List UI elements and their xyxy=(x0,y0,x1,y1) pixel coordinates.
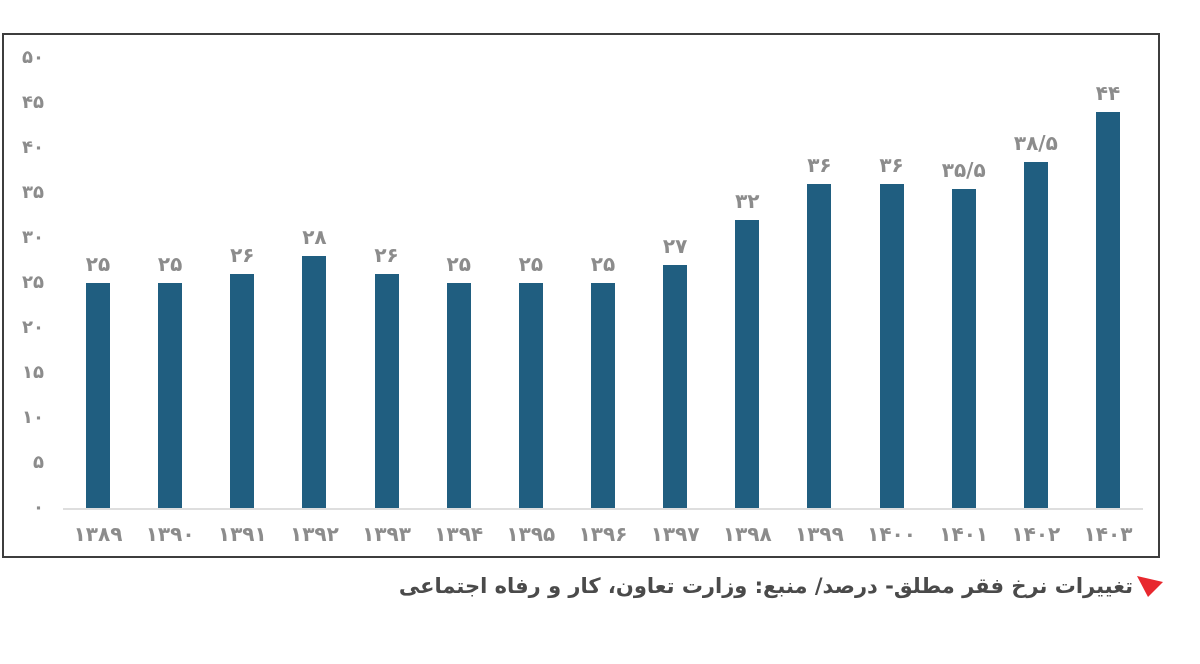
bar-value-label-13: ۳۸/۵ xyxy=(1013,130,1058,155)
x-tick-label-11: ۱۴۰۰ xyxy=(867,522,916,546)
bar-value-label-14: ۴۴ xyxy=(1095,81,1121,105)
x-tick-label-10: ۱۳۹۹ xyxy=(795,522,844,546)
x-tick-label-7: ۱۳۹۶ xyxy=(578,522,628,546)
bar-11 xyxy=(879,184,904,508)
bar-3 xyxy=(302,256,327,508)
x-tick-label-3: ۱۳۹۲ xyxy=(290,522,339,546)
y-tick-label-15: ۱۵ xyxy=(22,362,44,383)
bar-value-label-10: ۳۶ xyxy=(807,153,832,177)
bar-13 xyxy=(1023,161,1048,508)
y-tick-label-50: ۵۰ xyxy=(22,47,44,68)
bar-value-label-5: ۲۵ xyxy=(446,252,471,276)
x-tick-label-8: ۱۳۹۷ xyxy=(650,522,700,546)
bar-0 xyxy=(86,283,110,508)
bar-value-label-9: ۳۲ xyxy=(735,189,760,213)
bar-value-label-11: ۳۶ xyxy=(879,153,904,177)
y-tick-label-10: ۱۰ xyxy=(22,407,44,428)
bar-7 xyxy=(591,283,615,508)
bar-1 xyxy=(158,283,183,508)
bar-value-label-6: ۲۵ xyxy=(518,252,544,276)
caption: تغییرات نرخ فقر مطلق- درصد/ منبع: وزارت … xyxy=(399,569,1164,603)
x-axis-baseline xyxy=(63,508,1143,510)
bar-10 xyxy=(807,184,832,508)
bar-value-label-0: ۲۵ xyxy=(85,252,111,276)
red-triangle-icon xyxy=(1137,576,1163,597)
y-tick-label-5: ۵ xyxy=(33,452,44,473)
bar-value-label-2: ۲۶ xyxy=(230,243,255,267)
y-tick-label-25: ۲۵ xyxy=(22,272,44,293)
x-tick-label-2: ۱۳۹۱ xyxy=(217,522,267,546)
bar-8 xyxy=(663,265,688,508)
bar-9 xyxy=(735,220,760,508)
x-tick-label-0: ۱۳۸۹ xyxy=(73,522,123,546)
bar-value-label-1: ۲۵ xyxy=(157,252,183,276)
bar-value-label-12: ۳۵/۵ xyxy=(941,157,986,182)
bar-4 xyxy=(374,274,399,508)
bar-value-label-8: ۲۷ xyxy=(662,234,688,258)
x-tick-label-5: ۱۳۹۴ xyxy=(434,522,484,546)
plot-area: ۲۵ ۲۵ ۲۶ ۲۸ ۲۶ ۲۵ ۲۵ ۲۵ ۲۷ ۳۲ ۳۶ ۳۶ ۳۵/۵ ۳۸/۵ ۴۴ xyxy=(63,58,1143,508)
x-tick-label-6: ۱۳۹۵ xyxy=(506,522,556,546)
chart-frame: ۵۰ ۴۵ ۴۰ ۳۵ ۳۰ ۲۵ ۲۰ ۱۵ ۱۰ ۵ ۰ ۲۵ ۲۵ ۲۶ ۲۸ ۲۶ ۲۵ ۲۵ ۲۵ ۲۷ ۳… xyxy=(2,33,1160,558)
x-tick-label-12: ۱۴۰۱ xyxy=(939,522,989,546)
y-tick-label-35: ۳۵ xyxy=(22,182,44,203)
y-tick-label-40: ۴۰ xyxy=(22,137,44,158)
bar-value-label-7: ۲۵ xyxy=(590,252,616,276)
bar-value-label-4: ۲۶ xyxy=(374,243,399,267)
y-tick-label-45: ۴۵ xyxy=(22,92,44,113)
x-tick-label-13: ۱۴۰۲ xyxy=(1011,522,1061,546)
y-tick-label-20: ۲۰ xyxy=(22,317,44,338)
y-tick-label-0: ۰ xyxy=(33,497,44,518)
bar-2 xyxy=(230,274,255,508)
bar-14 xyxy=(1096,112,1120,508)
x-tick-label-1: ۱۳۹۰ xyxy=(145,522,195,546)
x-tick-label-14: ۱۴۰۳ xyxy=(1083,522,1133,546)
bar-value-label-3: ۲۸ xyxy=(302,225,327,249)
caption-text: تغییرات نرخ فقر مطلق- درصد/ منبع: وزارت … xyxy=(398,574,1133,598)
bar-6 xyxy=(518,283,543,508)
bar-12 xyxy=(951,188,976,508)
x-axis: ۱۳۸۹ ۱۳۹۰ ۱۳۹۱ ۱۳۹۲ ۱۳۹۳ ۱۳۹۴ ۱۳۹۵ ۱۳۹۶ ۱۳۹۷ ۱۳۹۸… xyxy=(63,522,1143,556)
bar-5 xyxy=(446,283,471,508)
x-tick-label-9: ۱۳۹۸ xyxy=(722,522,772,546)
x-tick-label-4: ۱۳۹۳ xyxy=(362,522,411,546)
y-tick-label-30: ۳۰ xyxy=(22,227,44,248)
red-triangle-shape xyxy=(1137,576,1163,597)
